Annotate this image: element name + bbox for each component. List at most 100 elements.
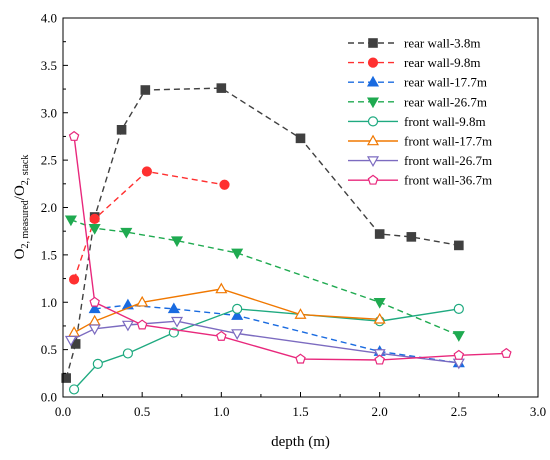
- y-tick-label: 3.5: [41, 58, 57, 73]
- legend-marker: [367, 174, 379, 185]
- legend-marker: [367, 116, 379, 127]
- x-tick-label: 2.0: [372, 404, 388, 419]
- legend-marker: [366, 97, 380, 109]
- y-tick-label: 4.0: [41, 11, 57, 26]
- x-tick-label: 1.0: [213, 404, 229, 419]
- data-point: [295, 353, 306, 364]
- data-point: [374, 229, 385, 239]
- data-point: [88, 324, 101, 336]
- data-point: [232, 303, 243, 314]
- data-point: [231, 309, 244, 320]
- data-point: [219, 179, 230, 190]
- x-tick-label: 3.0: [530, 404, 546, 419]
- legend-label: front wall-36.7m: [404, 173, 492, 188]
- data-point: [61, 373, 71, 383]
- x-axis-label: depth (m): [271, 434, 330, 450]
- data-point: [64, 335, 77, 347]
- data-point: [170, 236, 184, 248]
- legend-item: rear wall-17.7m: [348, 75, 487, 90]
- legend-item: front wall-9.8m: [348, 114, 486, 129]
- data-point: [454, 240, 464, 251]
- data-point: [406, 232, 417, 242]
- data-point: [231, 329, 244, 340]
- series-rear-wall-26-7m: [64, 215, 465, 342]
- data-point: [68, 274, 80, 285]
- data-point: [501, 347, 512, 358]
- y-tick-label: 3.0: [41, 105, 57, 120]
- legend-item: front wall-17.7m: [348, 134, 492, 149]
- data-point: [89, 296, 100, 307]
- data-point: [136, 295, 149, 307]
- y-tick-label: 2.0: [41, 200, 57, 215]
- y-tick-label: 1.0: [41, 295, 57, 310]
- series-front-wall-17-7m: [68, 282, 386, 337]
- legend-label: rear wall-17.7m: [404, 75, 487, 90]
- data-point: [68, 130, 80, 141]
- plot-marks: [61, 83, 512, 395]
- legend-label: rear wall-26.7m: [404, 94, 487, 109]
- data-point: [167, 302, 180, 314]
- legend-label: front wall-17.7m: [404, 134, 492, 149]
- data-point: [88, 224, 101, 235]
- data-point: [294, 308, 307, 319]
- legend-item: rear wall-9.8m: [348, 55, 481, 70]
- legend-label: rear wall-3.8m: [404, 36, 481, 51]
- legend-marker: [366, 156, 380, 168]
- series-line: [94, 304, 459, 364]
- data-point: [141, 166, 153, 177]
- x-tick-label: 2.5: [451, 404, 467, 419]
- series-line: [73, 170, 225, 280]
- data-point: [215, 282, 228, 294]
- data-point: [373, 297, 386, 309]
- data-point: [295, 133, 306, 144]
- legend: rear wall-3.8m rear wall-9.8m rear wall-17…: [348, 36, 492, 188]
- data-point: [89, 213, 100, 224]
- y-tick-label: 1.5: [41, 247, 57, 262]
- y-tick-label: 0.0: [41, 390, 57, 405]
- y-axis-label: O2, measured/O2, stack: [12, 155, 31, 260]
- data-point: [136, 319, 148, 330]
- data-point: [453, 349, 465, 360]
- x-tick-label: 0.0: [55, 404, 71, 419]
- legend-item: front wall-26.7m: [348, 153, 492, 168]
- data-point: [170, 316, 184, 328]
- data-point: [122, 348, 134, 359]
- data-point: [121, 320, 134, 332]
- legend-item: rear wall-26.7m: [348, 94, 487, 109]
- data-point: [88, 302, 101, 314]
- data-point: [452, 331, 465, 342]
- data-point: [216, 330, 227, 341]
- data-point: [140, 85, 151, 95]
- data-point: [216, 83, 227, 93]
- data-point: [373, 349, 386, 360]
- legend-marker: [366, 75, 380, 87]
- x-tick-label: 1.5: [292, 404, 308, 419]
- data-point: [453, 303, 464, 314]
- data-point: [231, 248, 244, 260]
- series-front-wall-26-7m: [64, 316, 465, 370]
- legend-marker: [367, 57, 379, 68]
- series-rear-wall-9-8m: [68, 166, 230, 285]
- legend-label: rear wall-9.8m: [404, 55, 481, 70]
- axis-ticks: 0.0 0.5 1.0 1.5 2.0 2.5 3.0 0.0 0.5 1.0 1.5 2.0 2.5 3…: [41, 11, 546, 420]
- data-point: [116, 125, 127, 135]
- x-tick-label: 0.5: [134, 404, 150, 419]
- series-line: [73, 136, 507, 361]
- y-tick-label: 2.5: [41, 153, 57, 168]
- data-point: [374, 354, 385, 365]
- data-point: [64, 215, 77, 227]
- y-tick-label: 0.5: [41, 342, 57, 357]
- data-point: [68, 384, 80, 395]
- legend-label: front wall-26.7m: [404, 153, 492, 168]
- legend-item: rear wall-3.8m: [348, 36, 481, 51]
- legend-label: front wall-9.8m: [404, 114, 486, 129]
- series-line: [65, 87, 459, 379]
- legend-item: front wall-36.7m: [348, 173, 492, 188]
- data-point: [92, 358, 103, 369]
- data-point: [120, 227, 133, 239]
- series-front-wall-36-7m: [68, 130, 512, 365]
- legend-marker: [368, 38, 378, 48]
- data-point: [373, 312, 386, 324]
